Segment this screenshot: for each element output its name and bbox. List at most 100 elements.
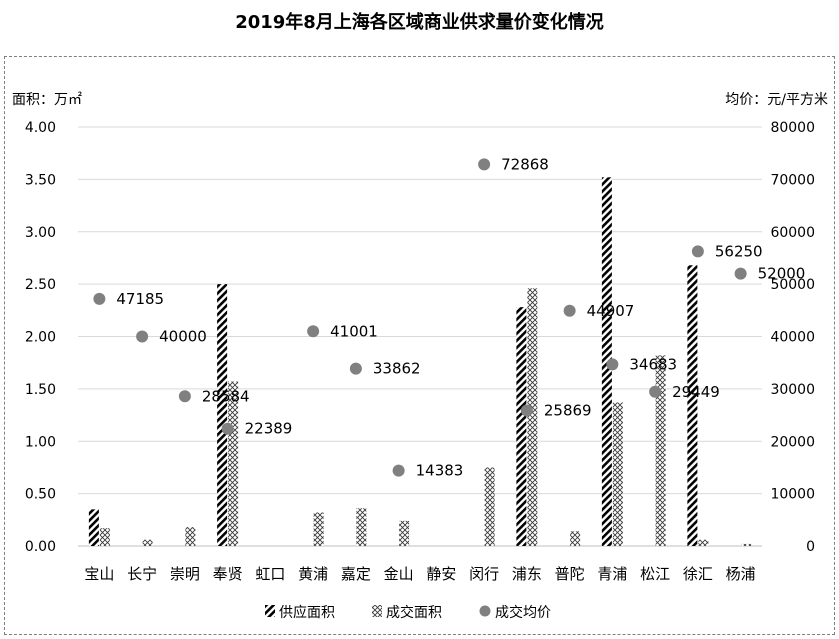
legend-item-supply: 供应面积 (265, 604, 335, 621)
deal-bar (527, 288, 538, 546)
deal-bar (228, 381, 239, 546)
bars (88, 177, 752, 546)
price-point (349, 362, 362, 375)
right-tick-label: 60000 (770, 225, 815, 241)
right-tick-label: 30000 (770, 382, 815, 398)
category-label: 宝山 (84, 565, 114, 583)
left-axis-title: 面积：万㎡ (12, 92, 82, 108)
deal-bar (313, 512, 324, 546)
category-label: 嘉定 (341, 565, 371, 583)
price-data-label: 14383 (416, 462, 464, 480)
category-label: 静安 (426, 565, 456, 583)
price-data-label: 44907 (587, 302, 635, 320)
price-point (136, 330, 149, 343)
price-data-label: 22389 (245, 420, 293, 438)
chart-frame (4, 56, 835, 635)
category-label: 普陀 (555, 565, 585, 583)
price-point (478, 158, 491, 171)
right-axis-ticks: 0 10000 20000 30000 40000 50000 60000 70000 8000… (770, 120, 815, 555)
deal-bar (356, 508, 367, 546)
category-label: 浦东 (512, 565, 542, 583)
legend-swatch-price (479, 605, 491, 617)
price-data-label: 72868 (501, 155, 549, 173)
legend-swatch-supply (265, 605, 275, 617)
price-point (563, 304, 576, 317)
category-label: 虹口 (255, 565, 285, 583)
price-data-label: 33862 (373, 360, 421, 378)
right-axis-title: 均价：元/平方米 (725, 92, 828, 108)
right-tick-label: 70000 (770, 172, 815, 188)
deal-bar (698, 539, 709, 546)
price-point (606, 358, 619, 371)
deal-bar (570, 531, 581, 546)
price-data-label: 40000 (159, 328, 207, 346)
left-tick-label: 0.00 (25, 539, 56, 555)
legend-label-supply: 供应面积 (279, 604, 335, 621)
price-point (178, 390, 191, 403)
price-point (307, 325, 320, 338)
legend-label-price: 成交均价 (495, 604, 551, 621)
left-tick-label: 1.50 (25, 382, 56, 398)
deal-bar (484, 467, 495, 546)
legend-item-deal: 成交面积 (372, 604, 442, 621)
left-tick-label: 1.00 (25, 434, 56, 450)
price-data-label: 47185 (116, 290, 164, 308)
category-label: 长宁 (127, 565, 157, 583)
price-data-label: 52000 (758, 265, 806, 283)
category-label: 松江 (640, 565, 670, 583)
left-tick-label: 3.00 (25, 225, 56, 241)
category-label: 杨浦 (726, 565, 756, 583)
category-label: 崇明 (170, 565, 200, 583)
supply-bar (88, 509, 99, 546)
price-point (93, 292, 106, 305)
price-data-label: 41001 (330, 322, 378, 340)
deal-bar (741, 543, 752, 546)
right-tick-label: 40000 (770, 330, 815, 346)
category-label: 金山 (384, 565, 414, 583)
price-data-label: 34683 (629, 355, 677, 373)
category-label: 闵行 (469, 565, 499, 583)
legend-swatch-deal (372, 605, 382, 617)
supply-bar (601, 177, 612, 546)
price-data-label: 25869 (544, 402, 592, 420)
price-point (221, 422, 234, 435)
price-point (734, 267, 747, 280)
deal-bar (655, 355, 666, 546)
left-tick-label: 2.50 (25, 277, 56, 293)
left-tick-label: 3.50 (25, 172, 56, 188)
price-data-label: 29449 (672, 383, 720, 401)
price-point (520, 404, 533, 417)
price-point (392, 464, 405, 477)
left-tick-label: 4.00 (25, 120, 56, 136)
price-data-label: 56250 (715, 242, 763, 260)
price-points: 47185 40000 28584 22389 41001 33862 14383 72868… (93, 155, 806, 480)
right-tick-label: 80000 (770, 120, 815, 136)
legend-label-deal: 成交面积 (386, 604, 442, 621)
right-tick-label: 0 (806, 539, 815, 555)
supply-bar (516, 307, 527, 546)
deal-bar (399, 520, 410, 546)
right-tick-label: 10000 (770, 487, 815, 503)
supply-bar (687, 265, 698, 546)
price-data-label: 28584 (202, 387, 250, 405)
category-label: 青浦 (597, 565, 627, 583)
price-point (691, 245, 704, 258)
supply-bar (217, 284, 228, 546)
left-tick-label: 2.00 (25, 330, 56, 346)
category-label: 黄浦 (298, 565, 328, 583)
left-axis-ticks: 0.00 0.50 1.00 1.50 2.00 2.50 3.00 3.50 4.00 (25, 120, 56, 555)
deal-bar (142, 539, 153, 546)
right-tick-label: 20000 (770, 434, 815, 450)
deal-bar (185, 527, 196, 546)
deal-bar (612, 402, 623, 546)
price-point (649, 385, 662, 398)
left-tick-label: 0.50 (25, 487, 56, 503)
category-labels: 宝山 长宁 崇明 奉贤 虹口 黄浦 嘉定 金山 静安 闵行 浦东 普陀 青浦 松江 徐汇 杨浦 (84, 565, 755, 583)
category-label: 徐汇 (683, 565, 713, 583)
chart-title: 2019年8月上海各区域商业供求量价变化情况 (235, 12, 604, 33)
right-tick-label: 50000 (770, 277, 815, 293)
legend: 供应面积 成交面积 成交均价 (265, 604, 551, 621)
legend-item-price: 成交均价 (479, 604, 551, 621)
category-label: 奉贤 (213, 565, 243, 583)
